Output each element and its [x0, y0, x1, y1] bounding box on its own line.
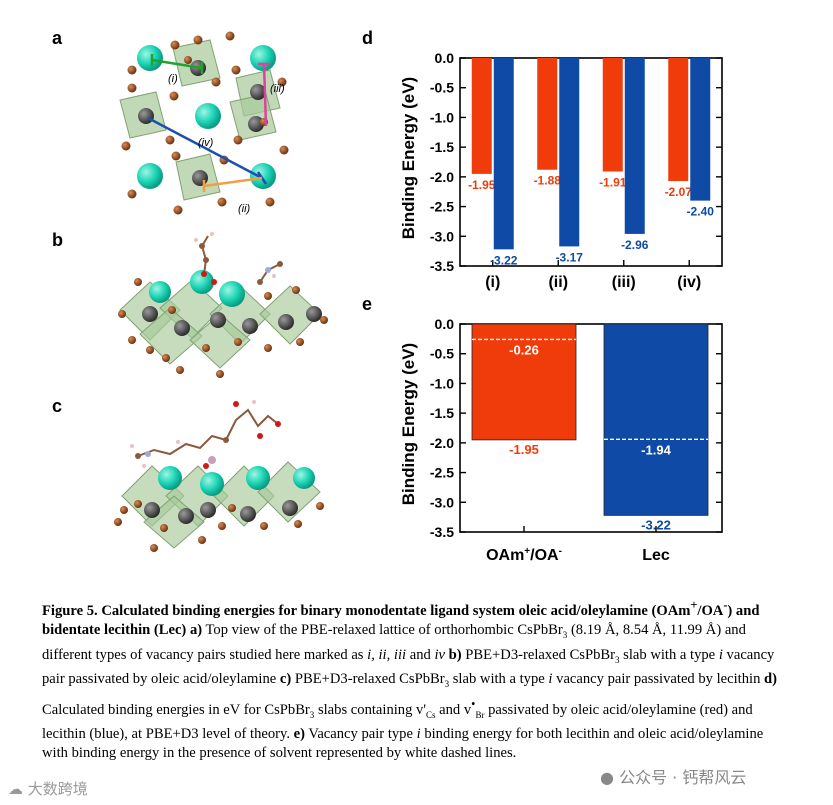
y-tick-label: 0.0: [435, 50, 455, 66]
chart-binding-energy-ligands: Binding Energy (eV) OAm+/OA- Lec 0.0 -0.5…: [399, 316, 723, 564]
bar-value-label: -1.88: [534, 174, 562, 188]
x-tick-label: (iii): [612, 274, 636, 291]
lattice-top-view: (i) (iii) (iv) (ii): [119, 31, 289, 215]
vacancy-pair-ii: (ii): [202, 176, 263, 215]
x-tick-label: (ii): [548, 274, 568, 291]
y-tick-label: -1.5: [430, 139, 454, 155]
solvent-value-label: -1.94: [641, 442, 671, 457]
svg-text:(i): (i): [168, 73, 178, 85]
svg-text:(ii): (ii): [238, 203, 251, 215]
chart-binding-energy-vacancy-types: Binding Energy (eV) 0.0-0.5-1.0-1.5-2.0-…: [399, 50, 723, 291]
y-tick-label: -2.0: [430, 169, 454, 185]
panel-letter-b: b: [52, 230, 63, 250]
panel-letter-e: e: [362, 294, 373, 314]
caption-title: Figure 5. Calculated binding energies fo…: [42, 598, 760, 639]
y-tick-label: -2.5: [430, 199, 454, 215]
watermark-left: ☁ 大数跨境: [8, 780, 88, 798]
plot-frame: [459, 57, 723, 267]
bar-blue: [690, 58, 711, 201]
bar-value-label: -3.22: [641, 517, 671, 532]
bar-value-label: -1.91: [599, 176, 627, 190]
bar-value-label: -2.07: [665, 185, 693, 199]
bar-blue: [624, 58, 645, 234]
panel-letter-d: d: [362, 28, 373, 48]
bar-red: [602, 58, 623, 172]
svg-text:(iii): (iii): [270, 83, 285, 95]
bar-value-label: -1.95: [468, 178, 496, 192]
y-tick-label: -1.0: [430, 109, 454, 125]
x-tick-label: (iv): [677, 274, 701, 291]
y-tick-label: -3.5: [430, 258, 454, 274]
bar: [603, 323, 709, 516]
bar-blue: [493, 58, 514, 250]
solvent-value-label: -0.26: [509, 342, 539, 357]
wechat-icon: ●: [600, 768, 614, 787]
bar-red: [471, 58, 492, 174]
y-tick-label: 0.0: [435, 316, 455, 332]
y-tick-label: -0.5: [430, 346, 454, 362]
vacancy-pair-iv: (iv): [147, 116, 268, 185]
vacancy-pair-iii: (iii): [258, 62, 285, 127]
y-tick-label: -0.5: [430, 80, 454, 96]
bar-value-label: -1.95: [509, 442, 539, 457]
bar: [471, 323, 577, 441]
plot-frame: [459, 323, 723, 533]
slab-lecithin: [114, 400, 324, 552]
y-tick-label: -3.0: [430, 228, 454, 244]
bar-value-label: -3.17: [556, 250, 584, 264]
y-tick-label: -2.5: [430, 465, 454, 481]
watermark-right: ● 公众号 · 钙帮风云: [600, 768, 747, 787]
panel-letter-a: a: [52, 28, 63, 48]
y-tick-label: -2.0: [430, 435, 454, 451]
bar-value-label: -2.40: [687, 205, 715, 219]
y-tick-label: -1.5: [430, 405, 454, 421]
bar-value-label: -2.96: [621, 238, 649, 252]
chart-e-ylabel: Binding Energy (eV): [399, 343, 418, 505]
svg-text:(iv): (iv): [198, 137, 214, 149]
chart-d-ylabel: Binding Energy (eV): [399, 77, 418, 239]
bar-value-label: -3.22: [490, 253, 518, 267]
chart-e-xlabels: OAm+/OA- Lec: [486, 546, 670, 564]
figure-caption: Figure 5. Calculated binding energies fo…: [42, 598, 778, 762]
br-atoms: [121, 31, 289, 215]
slab-oleic-oleylamine: [118, 232, 328, 378]
x-tick-label: (i): [485, 274, 500, 291]
panel-letter-c: c: [52, 396, 63, 416]
chart-e-xlabel-lec: Lec: [642, 547, 670, 564]
bar-red: [537, 58, 558, 170]
vacancy-pair-i: (i): [150, 54, 204, 85]
bar-blue: [559, 58, 580, 247]
watermark-logo-icon: ☁: [8, 780, 23, 798]
bar-red: [668, 58, 689, 182]
y-tick-label: -3.0: [430, 494, 454, 510]
y-tick-label: -1.0: [430, 375, 454, 391]
y-tick-label: -3.5: [430, 524, 454, 540]
chart-e-xlabel-oam: OAm+/OA-: [486, 546, 562, 564]
